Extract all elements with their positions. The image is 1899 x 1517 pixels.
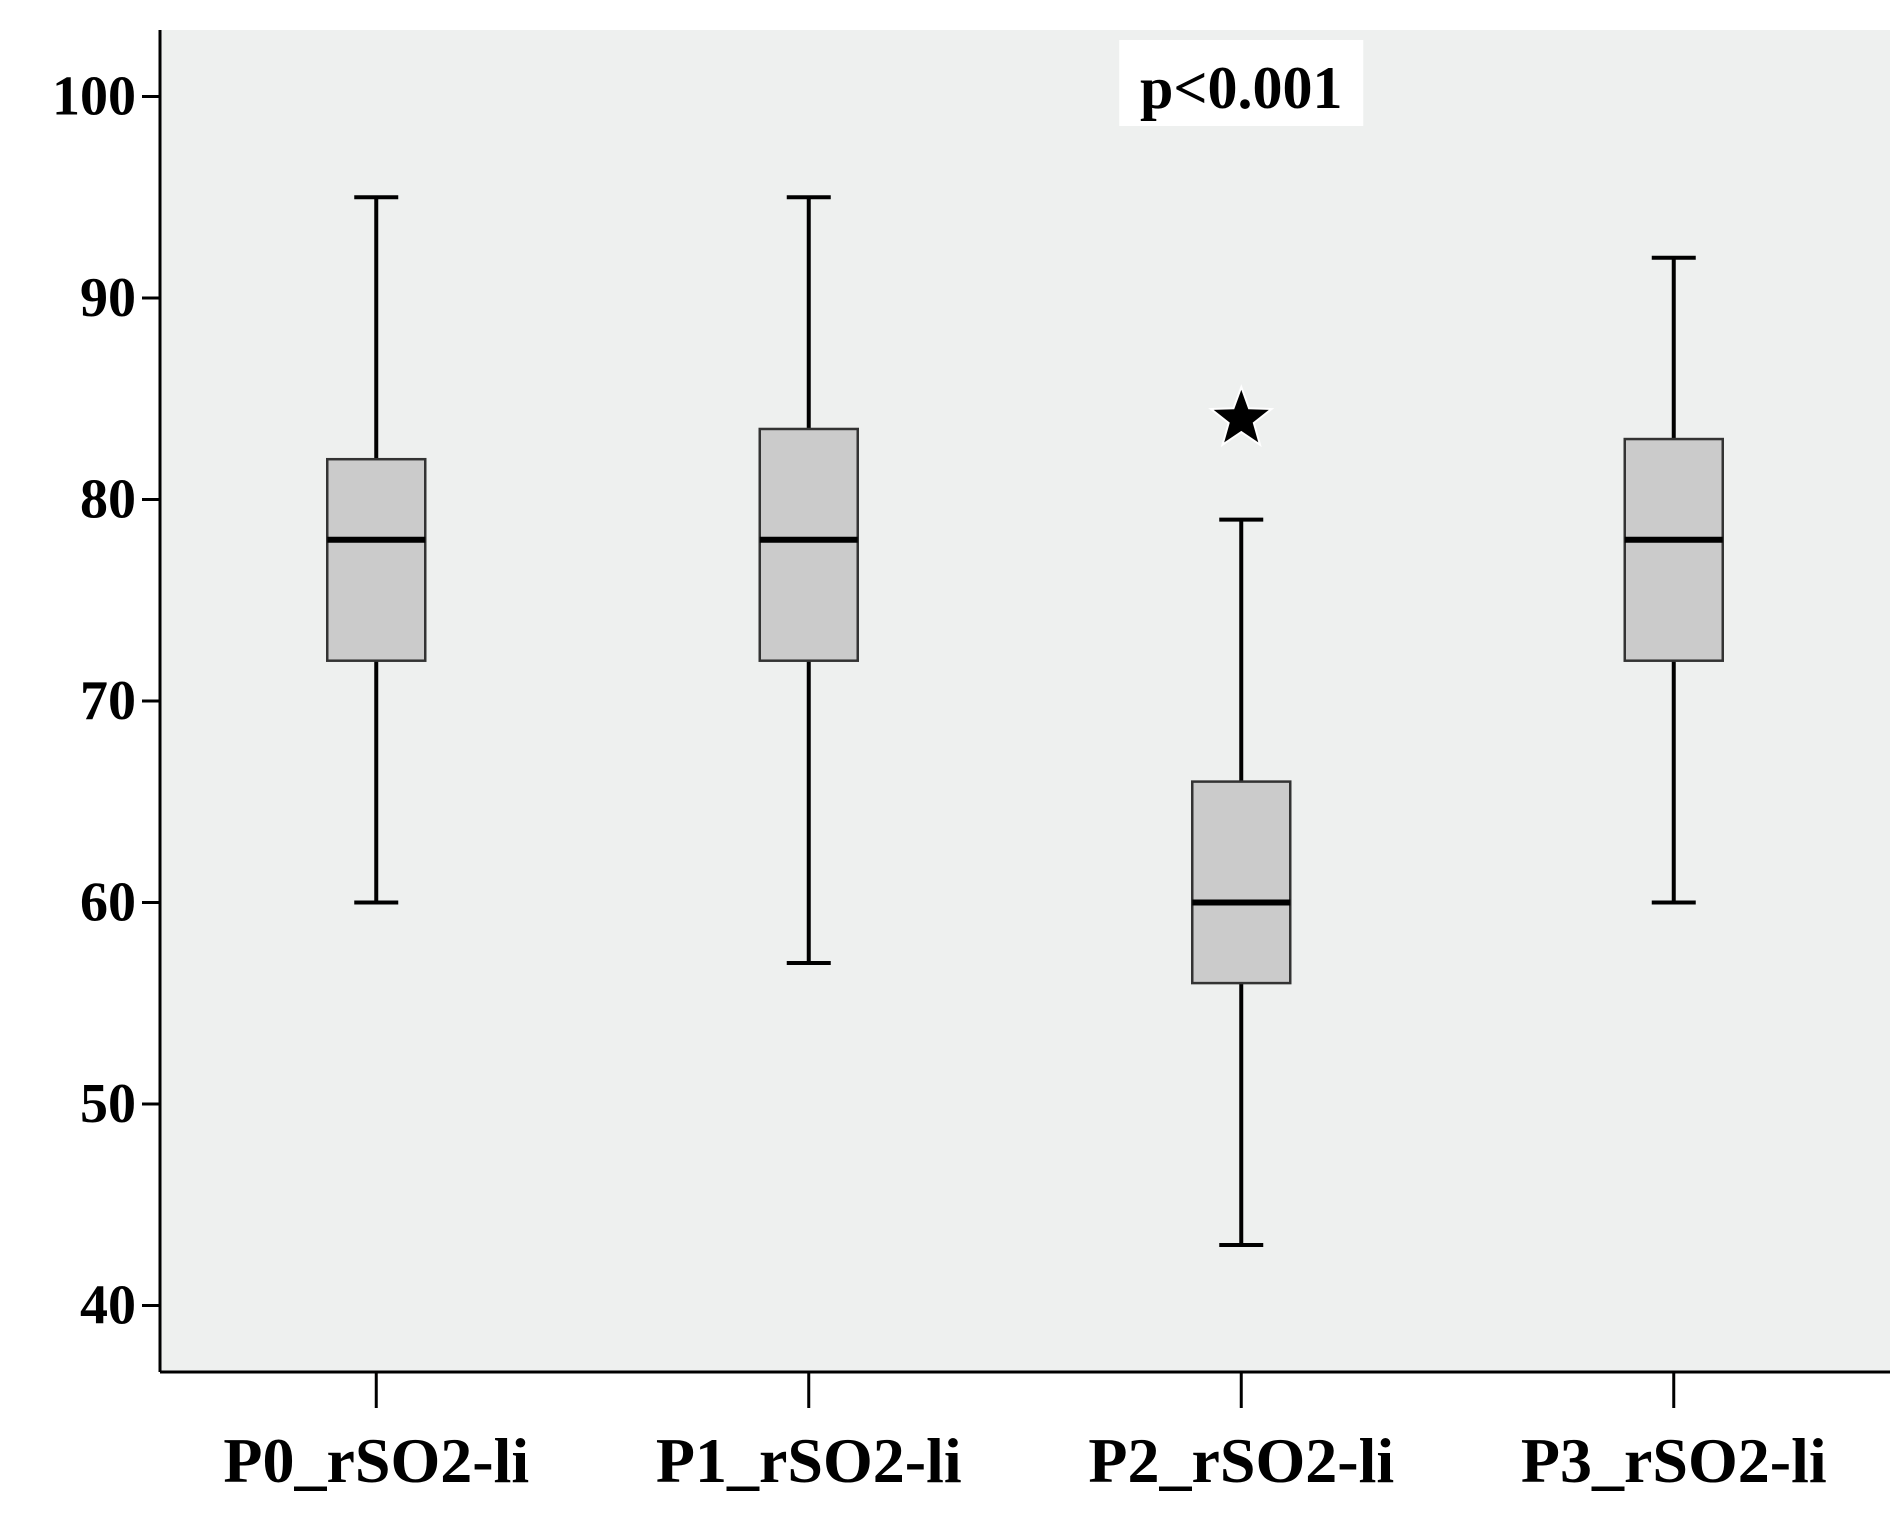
x-category-label: P0_rSO2-li [223, 1425, 529, 1496]
outlier-star [1208, 384, 1275, 448]
box-P3_rSO2-li [1623, 255, 1724, 905]
annotation-background [1119, 40, 1364, 126]
x-category-label: P1_rSO2-li [656, 1425, 962, 1496]
boxes-group [326, 195, 1724, 1248]
iqr-box [1623, 437, 1724, 662]
box-P1_rSO2-li [758, 195, 859, 965]
plot-area [160, 30, 1890, 1372]
iqr-box [758, 427, 859, 662]
y-tick-label: 70 [80, 670, 136, 732]
iqr-box [326, 457, 427, 662]
y-axis: 40 50 60 70 80 90 100 [52, 30, 162, 1372]
y-tick-label: 40 [80, 1275, 136, 1337]
y-tick-label: 80 [80, 468, 136, 530]
y-tick-label: 60 [80, 872, 136, 934]
x-category-label: P3_rSO2-li [1521, 1425, 1827, 1496]
box-P0_rSO2-li [326, 195, 427, 905]
y-tick-label: 90 [80, 267, 136, 329]
box-P2_rSO2-li [1191, 384, 1292, 1248]
x-category-label: P2_rSO2-li [1088, 1425, 1394, 1496]
y-tick-label: 50 [80, 1073, 136, 1135]
iqr-box [1191, 780, 1292, 985]
x-axis: P0_rSO2-li P1_rSO2-li P2_rSO2-li P3_rSO2-li [160, 1370, 1890, 1496]
p-value-annotation: p<0.001 [1140, 55, 1343, 121]
y-tick-label: 100 [52, 65, 136, 127]
annotation-group: p<0.001 [1119, 40, 1364, 126]
